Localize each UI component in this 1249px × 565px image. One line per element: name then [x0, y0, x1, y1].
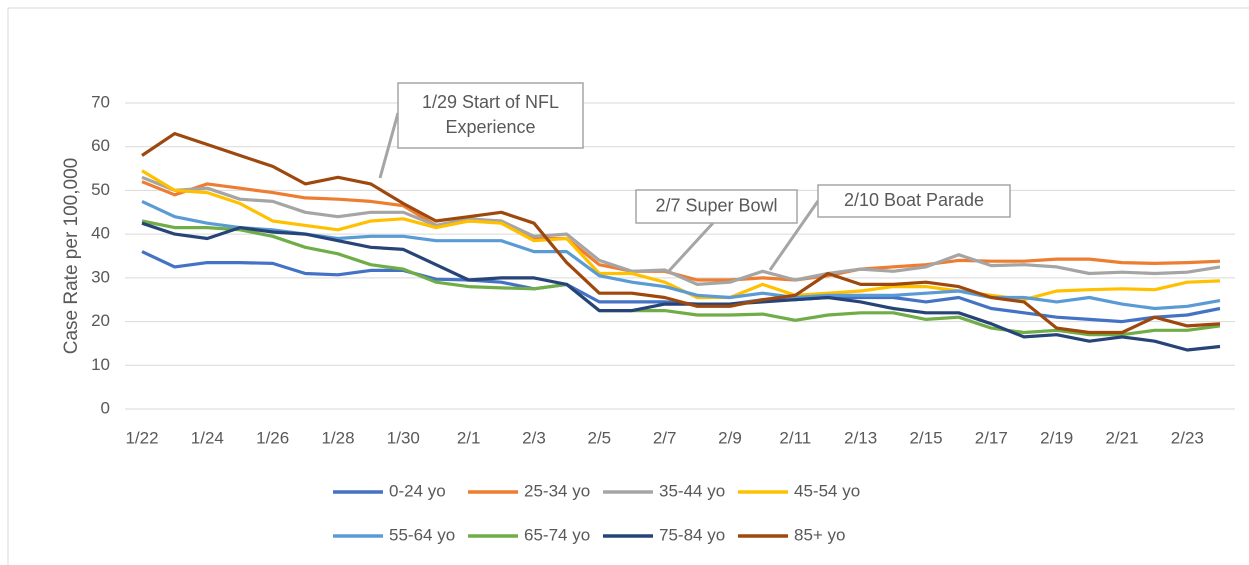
y-tick-label: 70 [91, 92, 110, 111]
legend-label: 65-74 yo [524, 525, 590, 544]
series-line [141, 132, 1221, 335]
y-tick-label: 0 [101, 398, 110, 417]
legend-label: 55-64 yo [389, 525, 455, 544]
y-tick-label: 50 [91, 180, 110, 199]
x-tick-label: 1/26 [256, 428, 289, 447]
annotation-leader [666, 221, 715, 274]
series-line [141, 221, 1221, 352]
legend-label: 85+ yo [794, 525, 846, 544]
legend-label: 25-34 yo [524, 481, 590, 500]
annotation-text: 2/10 Boat Parade [844, 190, 984, 210]
x-tick-label: 2/13 [844, 428, 877, 447]
annotation-text: 2/7 Super Bowl [655, 195, 777, 215]
annotation-box [817, 184, 1011, 218]
legend-label: 75-84 yo [659, 525, 725, 544]
annotation-box [397, 82, 584, 149]
series-line [141, 250, 1221, 324]
x-tick-label: 2/7 [653, 428, 677, 447]
x-tick-label: 2/19 [1040, 428, 1073, 447]
y-tick-label: 20 [91, 311, 110, 330]
x-tick-label: 2/5 [588, 428, 612, 447]
annotation-leader [378, 112, 400, 179]
y-tick-label: 60 [91, 136, 110, 155]
legend-label: 0-24 yo [389, 481, 446, 500]
y-tick-label: 30 [91, 267, 110, 286]
x-tick-label: 2/21 [1105, 428, 1138, 447]
y-tick-label: 10 [91, 355, 110, 374]
legend-label: 45-54 yo [794, 481, 860, 500]
x-tick-label: 2/23 [1171, 428, 1204, 447]
annotation-leader [768, 200, 820, 271]
annotation-box [635, 189, 798, 224]
x-tick-label: 2/17 [975, 428, 1008, 447]
y-axis-label: Case Rate per 100,000 [61, 158, 82, 354]
y-tick-label: 40 [91, 224, 110, 243]
x-tick-label: 2/9 [718, 428, 742, 447]
x-tick-label: 2/1 [457, 428, 481, 447]
x-tick-label: 2/3 [522, 428, 546, 447]
chart-border [7, 7, 1249, 565]
legend-label: 35-44 yo [659, 481, 725, 500]
x-tick-label: 2/11 [779, 428, 811, 447]
annotation-text: 1/29 Start of NFL [422, 92, 559, 112]
x-tick-label: 2/15 [909, 428, 942, 447]
series-line [141, 175, 1221, 286]
annotation-text: Experience [445, 117, 535, 137]
x-tick-label: 1/24 [191, 428, 224, 447]
series-line [141, 219, 1221, 337]
x-tick-label: 1/22 [125, 428, 158, 447]
x-tick-label: 1/28 [321, 428, 354, 447]
x-tick-label: 1/30 [387, 428, 420, 447]
